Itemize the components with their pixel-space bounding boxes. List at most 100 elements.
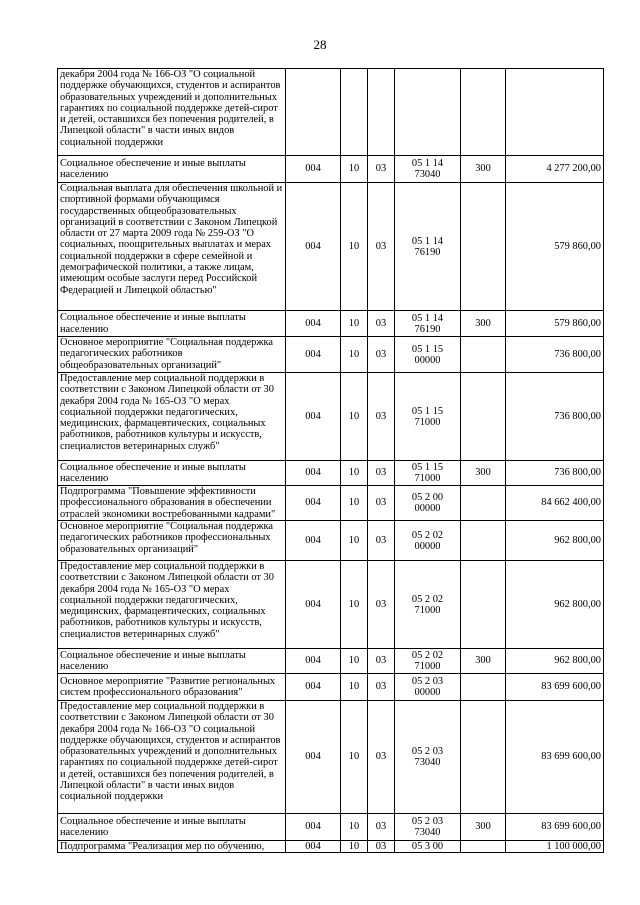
ministry-code: 004 bbox=[285, 560, 341, 649]
amount: 736 800,00 bbox=[505, 336, 604, 373]
table-row: Социальная выплата для обеспечения школь… bbox=[57, 182, 604, 311]
subsection-code: 03 bbox=[367, 372, 395, 461]
table-row: Социальное обеспечение и иные выплаты на… bbox=[57, 310, 604, 337]
target-article-code bbox=[394, 68, 461, 156]
subsection-code: 03 bbox=[367, 520, 395, 561]
subsection-code: 03 bbox=[367, 485, 395, 521]
subsection-code: 03 bbox=[367, 648, 395, 674]
section-code: 10 bbox=[340, 155, 368, 183]
row-name: Социальная выплата для обеспечения школь… bbox=[57, 182, 286, 311]
row-name: Предоставление мер социальной поддержки … bbox=[57, 372, 286, 461]
row-name: Предоставление мер социальной поддержки … bbox=[57, 560, 286, 649]
expense-type-code bbox=[460, 673, 506, 701]
section-code: 10 bbox=[340, 460, 368, 486]
expense-type-code bbox=[460, 700, 506, 814]
table-row: Основное мероприятие "Социальная поддерж… bbox=[57, 336, 604, 373]
amount: 962 800,00 bbox=[505, 648, 604, 674]
table-row: Основное мероприятие "Социальная поддерж… bbox=[57, 520, 604, 561]
row-name: Социальное обеспечение и иные выплаты на… bbox=[57, 813, 286, 841]
budget-table: декабря 2004 года № 166-ОЗ "О социальной… bbox=[57, 68, 604, 854]
expense-type-code bbox=[460, 560, 506, 649]
ministry-code: 004 bbox=[285, 372, 341, 461]
expense-type-code bbox=[460, 372, 506, 461]
expense-type-code: 300 bbox=[460, 310, 506, 337]
target-article-code: 05 1 15 00000 bbox=[394, 336, 461, 373]
ministry-code: 004 bbox=[285, 485, 341, 521]
section-code: 10 bbox=[340, 673, 368, 701]
table-row: Социальное обеспечение и иные выплаты на… bbox=[57, 813, 604, 841]
section-code bbox=[340, 68, 368, 156]
row-name: Социальное обеспечение и иные выплаты на… bbox=[57, 460, 286, 486]
subsection-code: 03 bbox=[367, 460, 395, 486]
expense-type-code: 300 bbox=[460, 460, 506, 486]
row-name: Социальное обеспечение и иные выплаты на… bbox=[57, 648, 286, 674]
table-row: Основное мероприятие "Развитие региональ… bbox=[57, 673, 604, 701]
amount: 4 277 200,00 bbox=[505, 155, 604, 183]
ministry-code: 004 bbox=[285, 673, 341, 701]
row-name: декабря 2004 года № 166-ОЗ "О социальной… bbox=[57, 68, 286, 156]
page-number: 28 bbox=[313, 37, 327, 52]
target-article-code: 05 1 15 71000 bbox=[394, 372, 461, 461]
target-article-code: 05 2 03 73040 bbox=[394, 813, 461, 841]
amount: 1 100 000,00 bbox=[505, 839, 604, 854]
target-article-code: 05 2 03 73040 bbox=[394, 700, 461, 814]
section-code: 10 bbox=[340, 336, 368, 373]
target-article-code: 05 2 03 00000 bbox=[394, 673, 461, 701]
row-name: Подпрограмма "Повышение эффективности пр… bbox=[57, 485, 286, 521]
ministry-code bbox=[285, 68, 341, 156]
amount: 83 699 600,00 bbox=[505, 813, 604, 841]
table-row: Предоставление мер социальной поддержки … bbox=[57, 700, 604, 814]
row-name: Предоставление мер социальной поддержки … bbox=[57, 700, 286, 814]
ministry-code: 004 bbox=[285, 839, 341, 854]
ministry-code: 004 bbox=[285, 460, 341, 486]
expense-type-code: 300 bbox=[460, 813, 506, 841]
subsection-code: 03 bbox=[367, 839, 395, 854]
section-code: 10 bbox=[340, 310, 368, 337]
amount: 962 800,00 bbox=[505, 520, 604, 561]
amount: 83 699 600,00 bbox=[505, 700, 604, 814]
subsection-code: 03 bbox=[367, 813, 395, 841]
expense-type-code bbox=[460, 839, 506, 854]
table-row: Социальное обеспечение и иные выплаты на… bbox=[57, 460, 604, 486]
target-article-code: 05 3 00 bbox=[394, 839, 461, 854]
section-code: 10 bbox=[340, 182, 368, 311]
ministry-code: 004 bbox=[285, 336, 341, 373]
ministry-code: 004 bbox=[285, 813, 341, 841]
subsection-code: 03 bbox=[367, 336, 395, 373]
amount: 84 662 400,00 bbox=[505, 485, 604, 521]
section-code: 10 bbox=[340, 648, 368, 674]
row-name: Подпрограмма "Реализация мер по обучению… bbox=[57, 839, 286, 854]
expense-type-code bbox=[460, 520, 506, 561]
subsection-code: 03 bbox=[367, 673, 395, 701]
row-name: Социальное обеспечение и иные выплаты на… bbox=[57, 310, 286, 337]
row-name: Основное мероприятие "Развитие региональ… bbox=[57, 673, 286, 701]
ministry-code: 004 bbox=[285, 155, 341, 183]
section-code: 10 bbox=[340, 485, 368, 521]
expense-type-code bbox=[460, 336, 506, 373]
target-article-code: 05 1 14 76190 bbox=[394, 182, 461, 311]
amount: 83 699 600,00 bbox=[505, 673, 604, 701]
subsection-code: 03 bbox=[367, 182, 395, 311]
subsection-code: 03 bbox=[367, 560, 395, 649]
table-row: Подпрограмма "Повышение эффективности пр… bbox=[57, 485, 604, 521]
table-row: Социальное обеспечение и иные выплаты на… bbox=[57, 155, 604, 183]
expense-type-code bbox=[460, 68, 506, 156]
expense-type-code: 300 bbox=[460, 155, 506, 183]
target-article-code: 05 1 15 71000 bbox=[394, 460, 461, 486]
target-article-code: 05 1 14 73040 bbox=[394, 155, 461, 183]
table-row: Социальное обеспечение и иные выплаты на… bbox=[57, 648, 604, 674]
section-code: 10 bbox=[340, 560, 368, 649]
row-name: Основное мероприятие "Социальная поддерж… bbox=[57, 520, 286, 561]
section-code: 10 bbox=[340, 372, 368, 461]
table-row: декабря 2004 года № 166-ОЗ "О социальной… bbox=[57, 68, 604, 156]
expense-type-code: 300 bbox=[460, 648, 506, 674]
ministry-code: 004 bbox=[285, 648, 341, 674]
section-code: 10 bbox=[340, 839, 368, 854]
subsection-code: 03 bbox=[367, 700, 395, 814]
ministry-code: 004 bbox=[285, 520, 341, 561]
subsection-code: 03 bbox=[367, 310, 395, 337]
amount: 579 860,00 bbox=[505, 182, 604, 311]
amount: 579 860,00 bbox=[505, 310, 604, 337]
ministry-code: 004 bbox=[285, 182, 341, 311]
expense-type-code bbox=[460, 182, 506, 311]
